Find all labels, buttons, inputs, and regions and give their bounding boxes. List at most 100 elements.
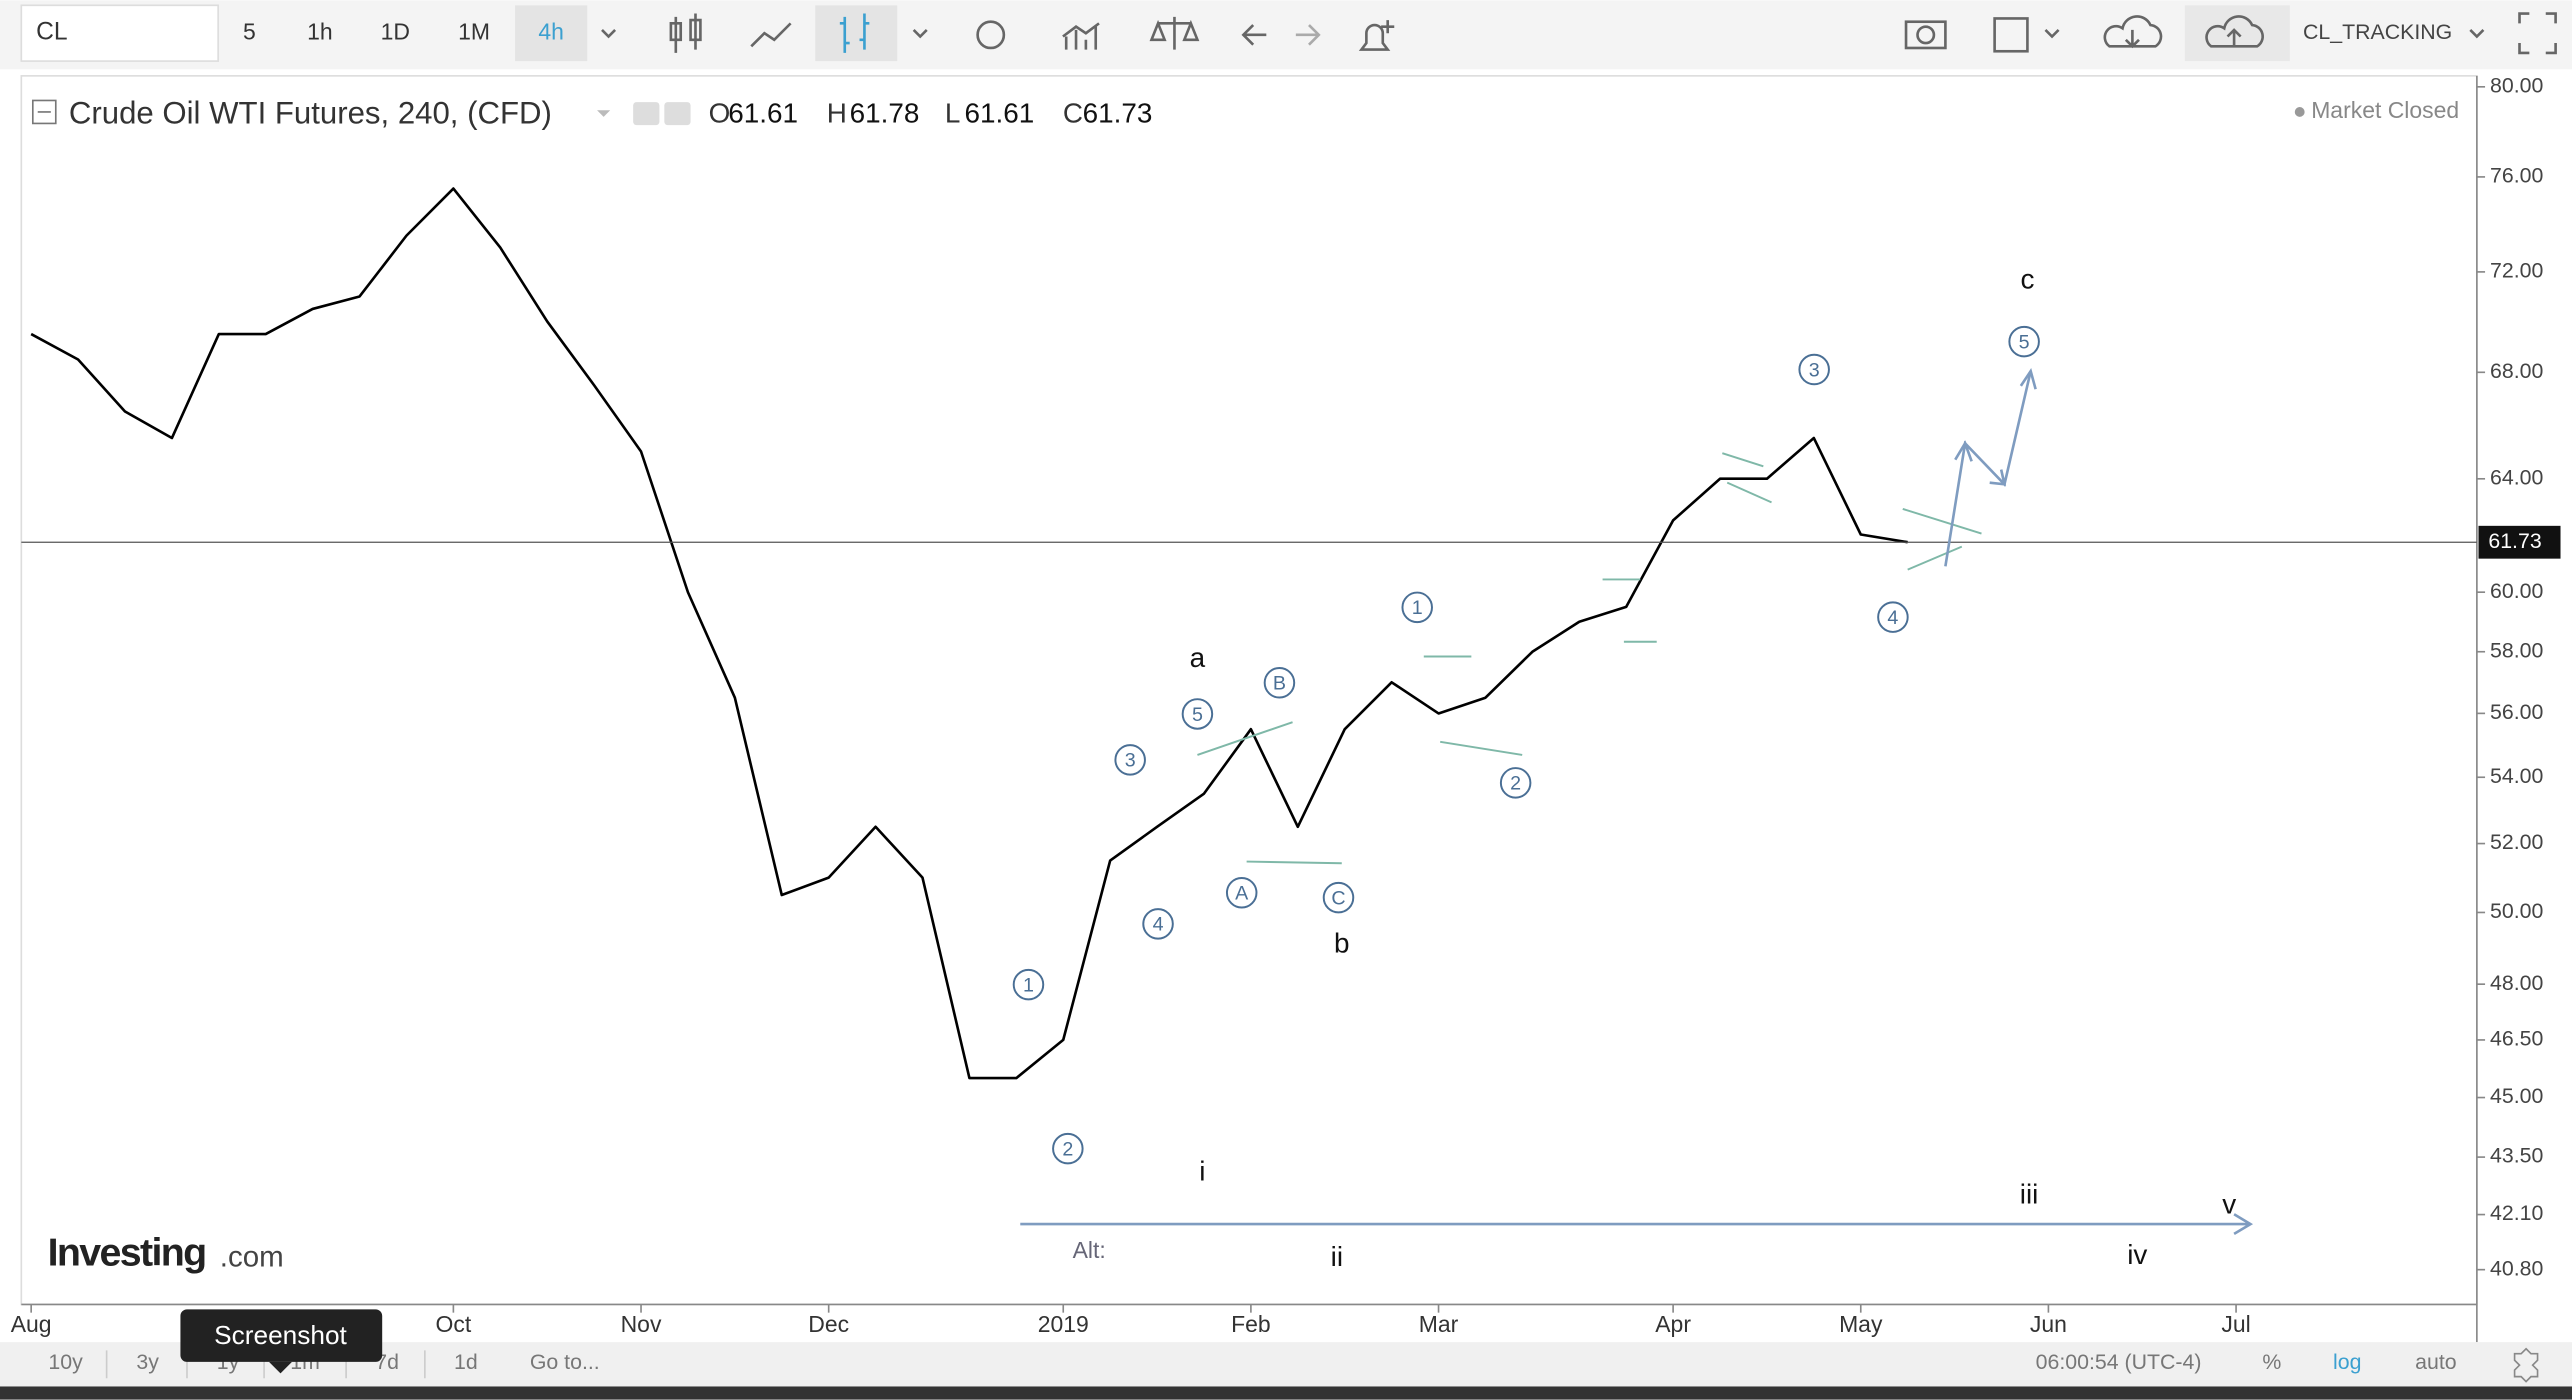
- template-icon[interactable]: [1993, 17, 2029, 53]
- wave-circle: [1181, 698, 1214, 730]
- ohlc-icon: [839, 13, 870, 53]
- y-tick-label: 56.00: [2490, 700, 2543, 724]
- wave-label: a: [1190, 642, 1206, 673]
- settings-icon[interactable]: [2513, 1347, 2539, 1383]
- dropdown-arrow: [601, 29, 617, 39]
- wave-label: iv: [2127, 1239, 2147, 1270]
- y-tick-label: 72.00: [2490, 259, 2543, 283]
- y-tick-label: 45.00: [2490, 1084, 2543, 1108]
- wave-label: A: [1235, 883, 1249, 905]
- bars-icon[interactable]: [669, 13, 702, 53]
- wave-label: v: [2222, 1188, 2236, 1219]
- price-line: [30, 187, 1908, 1080]
- collapse-box[interactable]: [31, 99, 57, 125]
- interval-buttons: 5 1h 1D 1M 4h: [243, 5, 588, 62]
- x-tick-label: Jun: [2030, 1311, 2067, 1337]
- chart-title: Crude Oil WTI Futures, 240, (CFD): [69, 95, 552, 130]
- active-chart-type[interactable]: [815, 5, 898, 62]
- load-icon[interactable]: [2103, 15, 2163, 49]
- ohlc-value: 61.78: [850, 98, 920, 129]
- y-tick-label: 43.50: [2490, 1144, 2543, 1168]
- x-tick-label: Aug: [11, 1311, 52, 1337]
- wave-label: C: [1331, 888, 1345, 910]
- symbol[interactable]: CL: [36, 19, 67, 46]
- ohlc-label: C: [1063, 98, 1083, 129]
- redo-icon[interactable]: [1295, 24, 1321, 46]
- range-button[interactable]: 1d: [454, 1350, 478, 1374]
- y-tick-label: 68.00: [2490, 359, 2543, 383]
- settings-icon[interactable]: [976, 20, 1006, 50]
- wave-label: 1: [1023, 974, 1034, 996]
- plot-area: [20, 75, 2478, 1306]
- compare-icon[interactable]: [1149, 16, 1200, 50]
- top-toolbar: [0, 0, 2572, 70]
- dropdown-arrow: [2469, 29, 2485, 39]
- interval-active-bg: [515, 5, 588, 62]
- interval-button[interactable]: 4h: [538, 18, 564, 44]
- wave-label: ii: [1331, 1241, 1343, 1272]
- undo-icon[interactable]: [1241, 24, 1267, 46]
- wave-circle: [1322, 881, 1355, 914]
- range-button[interactable]: 10y: [48, 1350, 83, 1374]
- scale-option[interactable]: %: [2262, 1350, 2281, 1374]
- wave-circle: [2008, 325, 2040, 358]
- y-tick-label: 76.00: [2490, 164, 2543, 188]
- y-tick-label: 60.00: [2490, 579, 2543, 603]
- line-icon[interactable]: [750, 22, 792, 48]
- logo: Investing: [48, 1231, 206, 1275]
- wave-label: 2: [1062, 1138, 1073, 1160]
- projection: [1020, 367, 2254, 1236]
- ohlc-value: 61.61: [965, 98, 1035, 129]
- fullscreen-icon[interactable]: [2518, 12, 2557, 55]
- interval-button[interactable]: 5: [243, 18, 256, 44]
- trend-line: [1197, 721, 1293, 756]
- ohlc-value: 61.73: [1083, 98, 1153, 129]
- ohlc: O61.61 H 61.78 L 61.61 C 61.73: [709, 98, 1153, 129]
- gear-icon[interactable]: [664, 102, 691, 126]
- wave-circle: [1263, 667, 1296, 699]
- wave-label: 5: [2019, 331, 2030, 353]
- trend-line: [1902, 507, 1982, 535]
- trend-line: [1246, 860, 1342, 865]
- wave-label: b: [1334, 928, 1350, 959]
- x-tick-label: Feb: [1231, 1311, 1271, 1337]
- last-price-box: [2478, 525, 2561, 559]
- trend-line: [1907, 545, 1963, 571]
- account-name[interactable]: CL_TRACKING: [2303, 20, 2452, 44]
- range-button[interactable]: 3y: [136, 1350, 159, 1374]
- scale-option[interactable]: log: [2333, 1350, 2361, 1374]
- indicators-icon[interactable]: [1062, 22, 1100, 50]
- trend-line: [1722, 452, 1764, 468]
- eye-icon[interactable]: [633, 102, 660, 126]
- symbol-box[interactable]: [20, 4, 219, 62]
- trend-lines: [1197, 452, 1982, 865]
- market-status: Market Closed: [2311, 97, 2459, 123]
- camera-icon[interactable]: [1904, 20, 1947, 50]
- x-tick-label: May: [1839, 1311, 1883, 1337]
- trend-line: [1726, 481, 1772, 504]
- interval-button[interactable]: 1h: [307, 18, 333, 44]
- goto-button[interactable]: Go to...: [530, 1350, 600, 1374]
- x-tick-label: 2019: [1038, 1311, 1089, 1337]
- interval-button[interactable]: 1D: [381, 18, 410, 44]
- ohlc-label: H: [827, 98, 847, 129]
- price-plot: 61.73: [21, 187, 2561, 1080]
- arrow-heads: [1954, 367, 2037, 486]
- bottom-toolbar: [0, 1342, 2572, 1387]
- alert-icon[interactable]: [1358, 20, 1395, 51]
- wave-label: 4: [1153, 914, 1164, 936]
- ohlc-label: L: [945, 98, 961, 129]
- scale-option[interactable]: auto: [2415, 1350, 2456, 1374]
- x-tick-label: Apr: [1655, 1311, 1691, 1337]
- ohlc-value: 61.61: [728, 98, 798, 129]
- toolbar-icons: [593, 5, 2557, 62]
- interval-button[interactable]: 1M: [458, 18, 490, 44]
- wave-circle: [1114, 744, 1146, 776]
- x-tick-label: Oct: [436, 1311, 472, 1337]
- wave-circle: [1142, 908, 1174, 940]
- title-dropdown[interactable]: [597, 110, 611, 117]
- bottom-controls: 10y 3y 1y 1m 7d 1d Go to... 06:00:54 (UTC-4)% lo…: [48, 1350, 2457, 1379]
